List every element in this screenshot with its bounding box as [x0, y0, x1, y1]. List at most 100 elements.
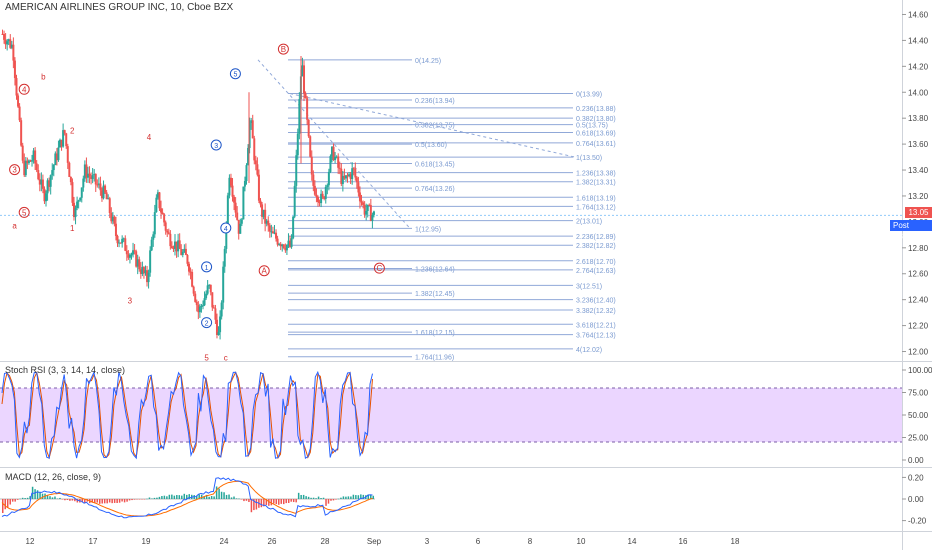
macd-histogram-bar: [285, 499, 287, 504]
wave-label-red: 4: [22, 85, 27, 94]
candle-body: [40, 179, 43, 185]
candle-body: [357, 182, 360, 193]
candle-body: [17, 95, 20, 107]
wave-label-blue: 4: [224, 226, 228, 233]
candle-body: [136, 259, 139, 267]
candle-body: [9, 39, 12, 48]
macd-histogram-bar: [362, 494, 365, 499]
macd-histogram-bar: [297, 492, 300, 499]
macd-histogram-bar: [11, 499, 14, 502]
fib-right-label: 2.236(12.89): [576, 234, 616, 241]
candle-body: [130, 254, 133, 256]
candle-body: [46, 180, 49, 194]
macd-histogram-bar: [118, 499, 121, 503]
macd-histogram-bar: [151, 498, 153, 499]
candle-body: [69, 176, 72, 183]
candle-body: [318, 201, 321, 204]
candle-body: [303, 65, 306, 94]
macd-histogram-bar: [136, 499, 138, 500]
fib-right-label: 2.618(12.70): [576, 259, 616, 266]
macd-line: [1, 477, 373, 519]
post-price: 13.05: [894, 232, 915, 241]
candle-body: [240, 219, 243, 224]
wave-label-circle: [18, 83, 30, 95]
candle-body: [197, 305, 200, 313]
macd-histogram-bar: [161, 496, 163, 499]
candle-body: [155, 197, 158, 213]
candle-body: [178, 240, 181, 249]
candle-body: [27, 160, 30, 164]
macd-histogram-bar: [91, 499, 94, 503]
wave-label-red: 1: [70, 224, 75, 233]
candle-body: [313, 185, 316, 195]
time-tick-label: 28: [321, 537, 330, 546]
macd-histogram-bar: [223, 492, 225, 499]
stoch-tick-label: 50.00: [908, 411, 929, 420]
candle-body: [366, 204, 369, 211]
candle-body: [138, 259, 141, 270]
candle-body: [284, 248, 287, 251]
macd-signal-line: [1, 480, 373, 517]
candle-body: [99, 183, 102, 191]
price-tick-label: 14.20: [908, 62, 929, 71]
price-tick-label: 13.60: [908, 140, 929, 149]
stoch-tick-label: 75.00: [908, 389, 929, 398]
macd-histogram-bar: [168, 494, 171, 499]
candle-body: [177, 240, 180, 252]
stoch-tick-label: 100.00: [908, 366, 932, 375]
candle-body: [239, 223, 242, 234]
wave-label-circle: [9, 164, 21, 176]
candle-body: [160, 208, 163, 213]
candle-body: [203, 298, 206, 306]
time-tick-label: 14: [628, 537, 637, 546]
macd-histogram-bar: [111, 499, 113, 504]
macd-histogram-bar: [243, 499, 245, 502]
candle-body: [273, 232, 276, 234]
fib-left-label: 1(12.95): [415, 226, 441, 233]
macd-histogram-bar: [138, 499, 141, 500]
macd-histogram-bar: [287, 499, 290, 503]
macd-histogram-bar: [255, 499, 258, 510]
time-tick-label: 8: [528, 537, 533, 546]
macd-histogram-bar: [340, 497, 342, 499]
macd-title: MACD (12, 26, close, 9): [5, 472, 102, 482]
macd-histogram-bar: [307, 496, 310, 499]
macd-histogram-bar: [131, 499, 133, 501]
fib-right-label: 0.236(13.88): [576, 106, 616, 113]
candle-body: [194, 293, 197, 302]
candle-body: [38, 179, 41, 185]
candle-body: [298, 99, 301, 134]
macd-histogram-bar: [64, 499, 66, 501]
post-market-tag: Post 13.05: [890, 220, 932, 241]
macd-histogram-bar: [173, 495, 176, 499]
candle-body: [323, 196, 326, 199]
candle-body: [114, 223, 117, 236]
fib-right-label: 1.382(13.31): [576, 180, 616, 187]
candle-body: [211, 292, 214, 308]
candle-body: [332, 146, 335, 161]
candle-body: [104, 185, 107, 193]
candle-body: [97, 183, 100, 185]
candle-body: [150, 239, 153, 251]
candle-body: [201, 305, 204, 307]
candle-body: [360, 201, 363, 203]
candle-body: [271, 231, 274, 234]
candle-body: [169, 233, 172, 247]
candle-body: [102, 185, 105, 199]
fib-trend-line: [289, 93, 576, 158]
wave-label-red: a: [12, 221, 17, 230]
wave-label-red: 4: [147, 133, 152, 142]
macd-histogram-bar: [372, 495, 375, 499]
macd-histogram-bar: [360, 494, 362, 499]
candle-body: [88, 173, 91, 177]
macd-histogram-bar: [56, 498, 59, 500]
macd-histogram-bar: [295, 499, 297, 503]
fib-left-label: 0.618(13.45): [415, 162, 455, 169]
candle-body: [37, 170, 40, 180]
macd-histogram-bar: [36, 490, 39, 499]
candle-body: [164, 222, 167, 231]
candle-body: [293, 185, 296, 217]
macd-histogram-bar: [208, 496, 210, 499]
macd-histogram-bar: [200, 494, 203, 499]
